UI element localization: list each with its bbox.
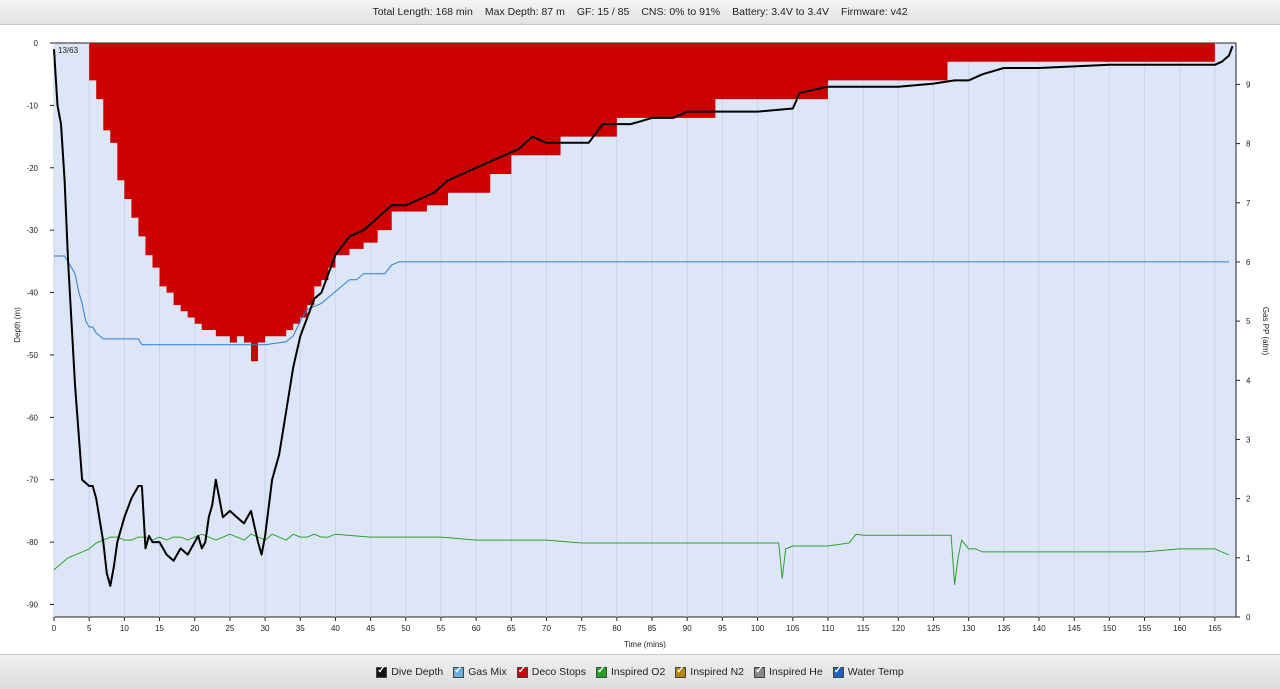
x-tick-label: 115 xyxy=(857,624,870,633)
max-depth: Max Depth: 87 m xyxy=(484,6,565,18)
x-axis: 0 5 10 15 20 25 30 35 40 45 50 55 60 65 70 75 80 85 90 95 10… xyxy=(52,617,1222,633)
legend-item-water-temp[interactable]: Water Temp xyxy=(832,665,904,678)
gas-mix-line xyxy=(54,255,1229,346)
x-tick-label: 50 xyxy=(401,624,410,633)
x-tick-label: 140 xyxy=(1032,624,1046,633)
x-tick-label: 25 xyxy=(225,624,234,633)
x-tick-label: 20 xyxy=(190,624,199,633)
legend-checkbox[interactable] xyxy=(596,665,608,678)
x-tick-label: 30 xyxy=(261,624,270,633)
legend-label: Inspired N2 xyxy=(690,666,744,678)
gradient-factors: GF: 15 / 85 xyxy=(576,6,630,18)
legend-label: Dive Depth xyxy=(391,666,444,678)
y-axis-label: Depth (m) xyxy=(13,307,22,343)
y2-tick-label: 8 xyxy=(1246,140,1251,149)
y-tick-label: -50 xyxy=(26,351,38,360)
dive-depth-line xyxy=(53,45,1234,587)
x-tick-label: 120 xyxy=(892,624,906,633)
x-tick-label: 10 xyxy=(120,624,129,633)
legend-checkbox[interactable] xyxy=(754,665,765,678)
deco-stops-layer xyxy=(85,43,1215,362)
x-tick-label: 125 xyxy=(927,624,941,633)
x-tick-label: 65 xyxy=(507,624,516,633)
legend-item-inspired-o2[interactable]: Inspired O2 xyxy=(596,665,666,678)
x-tick-label: 165 xyxy=(1208,624,1222,633)
x-tick-label: 40 xyxy=(331,624,340,633)
legend-item-dive-depth[interactable]: Dive Depth xyxy=(376,665,444,678)
legend-item-inspired-n2[interactable]: Inspired N2 xyxy=(675,665,744,678)
x-tick-label: 60 xyxy=(472,624,481,633)
x-tick-label: 45 xyxy=(366,624,375,633)
dive-profile-chart: 0 5 10 15 20 25 30 35 40 45 50 55 60 65 70 75 80 85 90 95 10… xyxy=(0,25,1280,653)
y-tick-label: -70 xyxy=(26,476,38,485)
legend-checkbox[interactable] xyxy=(832,665,844,678)
x-tick-label: 100 xyxy=(751,624,765,633)
x-tick-label: 145 xyxy=(1067,624,1081,633)
y-tick-label: 0 xyxy=(34,39,39,48)
x-tick-label: 90 xyxy=(683,624,692,633)
series-lines-layer xyxy=(53,45,1234,587)
firmware: Firmware: v42 xyxy=(841,6,908,18)
y-axis-gas-pp: 0 1 2 3 4 5 6 7 8 9 xyxy=(1236,80,1251,622)
x-tick-label: 0 xyxy=(52,624,57,633)
total-length: Total Length: 168 min xyxy=(372,6,473,18)
y-tick-label: -40 xyxy=(26,289,38,298)
y2-tick-label: 9 xyxy=(1246,80,1251,89)
x-axis-label: Time (mins) xyxy=(624,640,666,649)
legend-checkbox[interactable] xyxy=(376,665,388,678)
y-tick-label: -20 xyxy=(26,164,38,173)
x-tick-label: 155 xyxy=(1138,624,1152,633)
y-tick-label: -30 xyxy=(26,226,38,235)
legend-label: Deco Stops xyxy=(531,666,587,678)
y2-tick-label: 6 xyxy=(1246,258,1251,267)
y2-axis-label: Gas PP (atm) xyxy=(1261,307,1270,356)
legend: Dive Depth Gas Mix Deco Stops Inspired O2 In… xyxy=(0,654,1280,689)
x-tick-label: 110 xyxy=(822,624,835,633)
y-tick-label: -60 xyxy=(26,413,38,422)
x-tick-label: 85 xyxy=(648,624,657,633)
y-tick-label: -90 xyxy=(26,601,38,610)
legend-label: Water Temp xyxy=(847,666,904,678)
y2-tick-label: 3 xyxy=(1246,435,1251,444)
legend-item-gas-mix[interactable]: Gas Mix xyxy=(453,665,507,678)
y-tick-label: -80 xyxy=(26,538,38,547)
y2-tick-label: 2 xyxy=(1246,495,1251,504)
legend-item-inspired-he[interactable]: Inspired He xyxy=(754,665,823,678)
legend-item-deco-stops[interactable]: Deco Stops xyxy=(516,665,587,678)
y-tick-label: -10 xyxy=(26,101,38,110)
x-tick-label: 160 xyxy=(1173,624,1187,633)
deco-stops-area xyxy=(85,43,1215,362)
x-tick-label: 75 xyxy=(577,624,586,633)
x-tick-label: 5 xyxy=(87,624,92,633)
y2-tick-label: 4 xyxy=(1246,376,1251,385)
dive-summary-bar: Total Length: 168 min Max Depth: 87 m GF… xyxy=(0,0,1280,25)
x-tick-label: 95 xyxy=(718,624,727,633)
battery: Battery: 3.4V to 3.4V xyxy=(732,6,830,18)
legend-checkbox[interactable] xyxy=(453,665,465,678)
legend-label: Gas Mix xyxy=(468,666,507,678)
legend-label: Inspired O2 xyxy=(611,666,666,678)
cns: CNS: 0% to 91% xyxy=(641,6,721,18)
x-tick-label: 15 xyxy=(155,624,164,633)
x-tick-label: 150 xyxy=(1103,624,1117,633)
x-tick-label: 55 xyxy=(437,624,446,633)
x-tick-label: 105 xyxy=(786,624,800,633)
y2-tick-label: 7 xyxy=(1246,199,1251,208)
x-tick-label: 35 xyxy=(296,624,305,633)
x-tick-label: 70 xyxy=(542,624,551,633)
x-tick-label: 135 xyxy=(997,624,1011,633)
y2-tick-label: 0 xyxy=(1246,613,1251,622)
legend-checkbox[interactable] xyxy=(675,665,687,678)
y2-tick-label: 1 xyxy=(1246,554,1251,563)
x-tick-label: 80 xyxy=(612,624,621,633)
corner-label: 13/63 xyxy=(58,46,79,55)
y2-tick-label: 5 xyxy=(1246,317,1251,326)
y-axis-depth: 0 -10 -20 -30 -40 -50 -60 -70 -80 -90 xyxy=(26,39,54,610)
x-tick-label: 130 xyxy=(962,624,976,633)
legend-label: Inspired He xyxy=(769,666,823,678)
legend-checkbox[interactable] xyxy=(516,665,528,678)
